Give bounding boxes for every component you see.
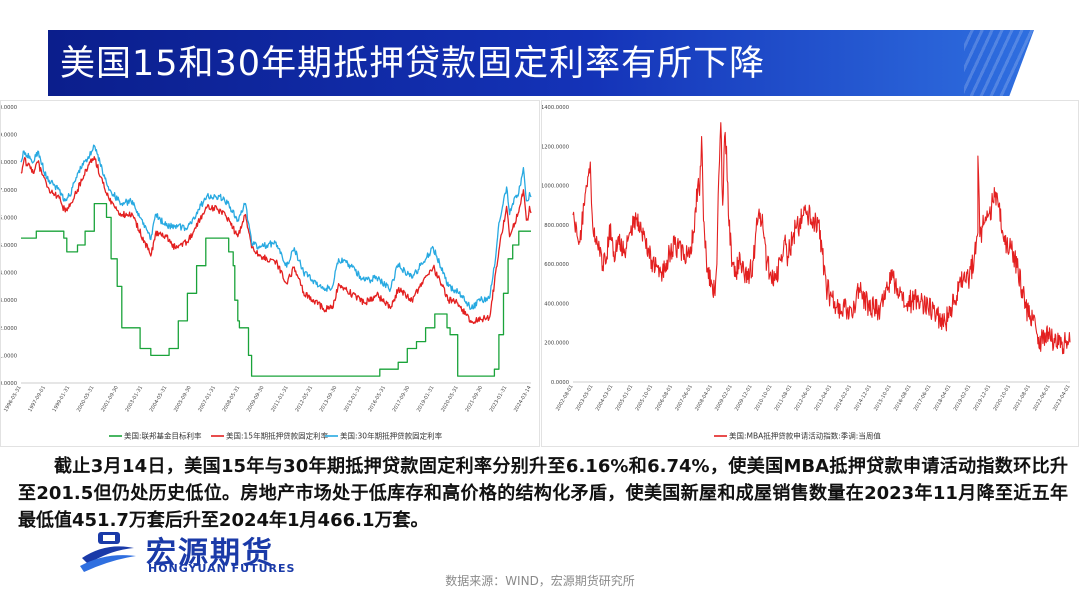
y-tick-label: 10.0000	[1, 105, 17, 111]
x-tick-label: 2005-09-30	[173, 385, 193, 413]
x-tick-label: 2024-03-14	[513, 385, 533, 413]
x-tick-label: 2019-02-01	[953, 384, 973, 412]
y-tick-label: 3.0000	[1, 298, 17, 304]
x-tick-label: 2004-05-31	[149, 385, 169, 413]
title-stripe-decoration	[964, 30, 1034, 96]
y-tick-label: 8.0000	[1, 160, 17, 166]
x-tick-label: 2006-08-01	[654, 384, 674, 412]
x-tick-label: 2001-09-30	[100, 385, 120, 413]
x-tick-label: 2019-01-31	[416, 385, 436, 413]
x-tick-label: 2021-08-01	[1012, 384, 1032, 412]
x-tick-label: 2017-09-30	[392, 385, 412, 413]
x-tick-label: 2016-05-31	[367, 385, 387, 413]
x-tick-label: 2005-10-01	[635, 384, 655, 412]
y-tick-label: 0.0000	[551, 380, 569, 386]
x-tick-label: 2004-03-01	[595, 384, 615, 412]
x-tick-label: 2008-04-01	[694, 384, 714, 412]
legend-label: 美国:联邦基金目标利率	[124, 431, 202, 441]
series-line	[20, 144, 532, 310]
x-tick-label: 2014-02-01	[833, 384, 853, 412]
mortgage-rate-chart: 0.0000 1.0000 2.0000 3.0000 4.0000 5.0000 6.00…	[0, 100, 540, 447]
x-tick-label: 2009-02-01	[714, 384, 734, 412]
summary-paragraph: 截止3月14日，美国15年与30年期抵押贷款固定利率分别升至6.16%和6.74…	[18, 456, 1068, 531]
x-tick-label: 2018-04-01	[933, 384, 953, 412]
y-tick-label: 1400.0000	[542, 105, 569, 111]
data-source-note: 数据来源：WIND，宏源期货研究所	[445, 574, 635, 588]
x-tick-label: 2000-05-31	[76, 385, 96, 413]
y-tick-label: 7.0000	[1, 188, 17, 194]
y-tick-label: 6.0000	[1, 215, 17, 221]
x-tick-label: 2020-05-31	[440, 385, 460, 413]
series-line	[21, 202, 531, 377]
y-tick-label: 1.0000	[1, 353, 17, 359]
x-tick-label: 2023-04-01	[1052, 384, 1072, 412]
x-tick-label: 2009-09-30	[246, 385, 266, 413]
logo-mark-icon	[80, 532, 136, 572]
x-tick-label: 2014-12-01	[853, 384, 873, 412]
x-tick-label: 2011-08-01	[774, 384, 794, 412]
y-tick-label: 4.0000	[1, 271, 17, 277]
company-logo: 宏源期货 HONGYUAN FUTURES	[76, 528, 316, 576]
mba-index-chart: 0.0000 200.0000 400.0000 600.0000 800.0000 10…	[541, 100, 1079, 447]
y-tick-label: 200.0000	[544, 341, 569, 347]
legend-label: 美国:30年期抵押贷款固定利率	[340, 431, 443, 441]
logo-english-text: HONGYUAN FUTURES	[148, 562, 296, 575]
x-tick-label: 2019-12-01	[972, 384, 992, 412]
mortgage-rate-chart-svg: 0.0000 1.0000 2.0000 3.0000 4.0000 5.0000 6.00…	[1, 105, 533, 441]
x-tick-label: 2015-10-01	[873, 384, 893, 412]
y-tick-label: 400.0000	[544, 301, 569, 307]
mba-index-chart-svg: 0.0000 200.0000 400.0000 600.0000 800.0000 10…	[542, 105, 1072, 441]
y-tick-label: 0.0000	[1, 381, 17, 387]
x-tick-label: 2022-06-01	[1032, 384, 1052, 412]
series-line	[572, 122, 1071, 355]
y-tick-label: 9.0000	[1, 133, 17, 139]
x-tick-label: 1997-09-01	[27, 385, 47, 413]
x-tick-label: 2012-05-31	[294, 385, 314, 413]
page-title: 美国15和30年期抵押贷款固定利率有所下降	[60, 44, 766, 84]
series-line	[20, 156, 532, 325]
x-tick-label: 2011-01-31	[270, 385, 290, 413]
y-tick-label: 800.0000	[544, 223, 569, 229]
x-tick-label: 2013-09-30	[319, 385, 339, 413]
x-tick-label: 2021-09-30	[464, 385, 484, 413]
x-tick-label: 1996-05-31	[3, 385, 23, 413]
y-tick-label: 600.0000	[544, 262, 569, 268]
y-tick-label: 2.0000	[1, 326, 17, 332]
logo-chinese-text: 宏源期货	[146, 536, 274, 571]
x-tick-label: 2015-01-31	[343, 385, 363, 413]
y-tick-label: 1000.0000	[542, 184, 569, 190]
x-tick-label: 2003-01-31	[124, 385, 144, 413]
x-tick-label: 2016-08-01	[893, 384, 913, 412]
x-tick-label: 2007-06-01	[674, 384, 694, 412]
x-tick-label: 2023-01-31	[489, 385, 509, 413]
x-tick-label: 2005-01-01	[615, 384, 635, 412]
x-tick-label: 2012-06-01	[794, 384, 814, 412]
legend-label: 美国:MBA抵押贷款申请活动指数:季调:当周值	[729, 431, 881, 441]
x-tick-label: 1999-01-31	[52, 385, 72, 413]
x-tick-label: 2009-12-01	[734, 384, 754, 412]
x-tick-label: 2020-10-01	[992, 384, 1012, 412]
x-tick-label: 2013-04-01	[813, 384, 833, 412]
legend-label: 美国:15年期抵押贷款固定利率	[226, 431, 329, 441]
y-tick-label: 1200.0000	[542, 144, 569, 150]
x-tick-label: 2008-05-31	[222, 385, 242, 413]
x-tick-label: 2003-05-01	[575, 384, 595, 412]
y-tick-label: 5.0000	[1, 243, 17, 249]
x-tick-label: 2010-10-01	[754, 384, 774, 412]
x-tick-label: 2002-08-01	[555, 384, 575, 412]
x-tick-label: 2007-01-31	[197, 385, 217, 413]
x-tick-label: 2017-06-01	[913, 384, 933, 412]
